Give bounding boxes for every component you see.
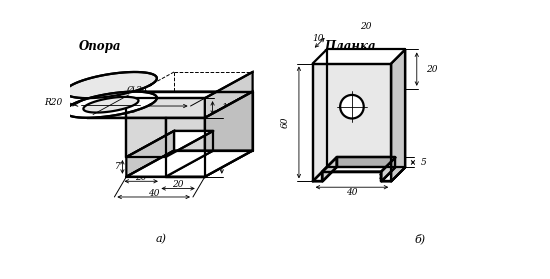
Polygon shape [126,131,174,177]
Polygon shape [166,150,252,177]
Text: 10: 10 [312,34,324,43]
Text: Ø 24: Ø 24 [126,86,148,95]
Text: 30: 30 [350,163,361,172]
Text: Опора: Опора [79,40,122,53]
Text: 7: 7 [115,162,120,171]
Text: R20: R20 [44,98,62,107]
Text: б): б) [415,234,426,244]
Polygon shape [84,97,139,112]
Polygon shape [166,118,205,177]
Polygon shape [65,72,157,98]
Text: 60: 60 [280,117,290,128]
Polygon shape [381,157,395,181]
Polygon shape [126,150,213,177]
Text: 20: 20 [172,180,184,189]
Text: 5: 5 [421,158,426,167]
Text: 60: 60 [126,106,138,115]
Polygon shape [205,92,252,177]
Polygon shape [381,167,405,181]
Ellipse shape [340,95,364,119]
Text: а): а) [156,234,167,244]
Polygon shape [391,49,405,181]
Polygon shape [65,92,157,118]
Polygon shape [205,72,252,118]
Polygon shape [322,157,395,172]
Text: 30: 30 [231,143,243,152]
Text: Планка: Планка [324,40,376,53]
Polygon shape [337,157,395,167]
Polygon shape [312,167,337,181]
Text: 40: 40 [346,188,358,197]
Polygon shape [126,131,213,157]
Text: 20: 20 [426,65,437,74]
Text: Ø 12: Ø 12 [356,83,377,92]
Polygon shape [126,118,166,157]
Text: 20: 20 [360,21,372,30]
Polygon shape [312,64,391,181]
Text: 20: 20 [135,173,147,182]
Text: 40: 40 [148,189,160,198]
Polygon shape [87,92,252,118]
Text: 10: 10 [222,104,233,112]
Polygon shape [322,157,337,181]
Polygon shape [126,98,205,118]
Text: 5: 5 [388,172,393,181]
